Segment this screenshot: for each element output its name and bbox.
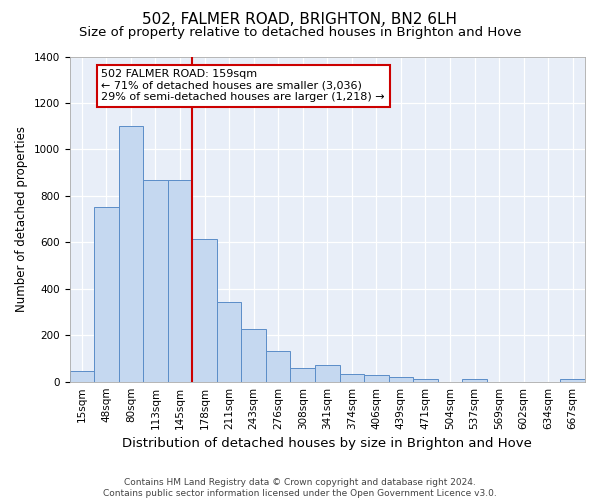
Bar <box>192 239 217 382</box>
Bar <box>266 352 290 382</box>
Text: 502 FALMER ROAD: 159sqm
← 71% of detached houses are smaller (3,036)
29% of semi: 502 FALMER ROAD: 159sqm ← 71% of detache… <box>101 70 385 102</box>
Bar <box>413 378 438 382</box>
Bar <box>290 368 315 382</box>
Text: Contains HM Land Registry data © Crown copyright and database right 2024.
Contai: Contains HM Land Registry data © Crown c… <box>103 478 497 498</box>
Bar <box>217 302 241 382</box>
Bar <box>389 378 413 382</box>
Bar <box>168 180 192 382</box>
Bar <box>241 330 266 382</box>
Bar <box>364 375 389 382</box>
Y-axis label: Number of detached properties: Number of detached properties <box>15 126 28 312</box>
Bar <box>70 371 94 382</box>
Bar <box>462 380 487 382</box>
Bar <box>143 180 168 382</box>
Bar <box>560 379 585 382</box>
Bar <box>340 374 364 382</box>
Bar <box>315 366 340 382</box>
Text: Size of property relative to detached houses in Brighton and Hove: Size of property relative to detached ho… <box>79 26 521 39</box>
Text: 502, FALMER ROAD, BRIGHTON, BN2 6LH: 502, FALMER ROAD, BRIGHTON, BN2 6LH <box>143 12 458 28</box>
Bar <box>94 208 119 382</box>
Bar <box>119 126 143 382</box>
X-axis label: Distribution of detached houses by size in Brighton and Hove: Distribution of detached houses by size … <box>122 437 532 450</box>
